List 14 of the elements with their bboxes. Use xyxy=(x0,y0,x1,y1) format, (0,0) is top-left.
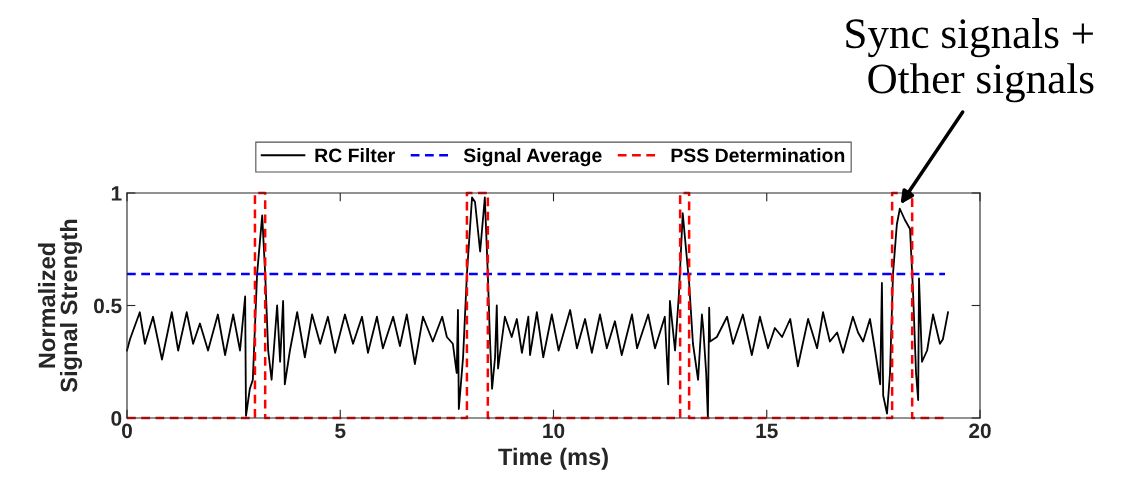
annotation: Sync signals + Other signals xyxy=(846,18,1094,103)
x-axis-title: Time (ms) xyxy=(498,447,608,470)
y-axis-title: Normalized Signal Strength xyxy=(37,219,83,393)
y-tick-label: 1 xyxy=(111,186,122,201)
y-tick-label: 0 xyxy=(111,411,122,426)
x-tick-label: 5 xyxy=(335,423,346,439)
x-tick-label: 15 xyxy=(756,423,778,439)
legend-label: PSS Determination xyxy=(671,147,845,163)
legend-label: RC Filter xyxy=(315,147,395,163)
x-tick-label: 0 xyxy=(122,423,132,439)
x-tick-label: 10 xyxy=(543,423,565,439)
x-tick-label: 20 xyxy=(969,423,991,439)
y-tick-label: 0.5 xyxy=(94,298,122,314)
legend-label: Signal Average xyxy=(463,147,602,167)
